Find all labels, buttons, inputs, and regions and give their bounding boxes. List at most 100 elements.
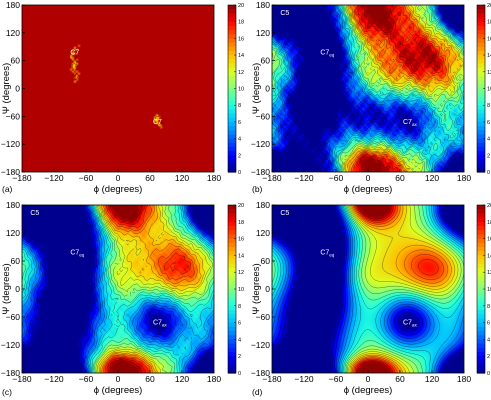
y-tick-label: 60 <box>261 256 271 266</box>
y-tick-label: 120 <box>6 228 20 238</box>
colorbar-segment <box>228 209 236 214</box>
heatmap-image <box>22 205 214 373</box>
colorbar-segment <box>228 67 236 73</box>
colorbar-segment <box>228 71 236 77</box>
colorbar-segment <box>228 368 236 374</box>
colorbar-segment <box>477 221 485 227</box>
y-tick-label: 180 <box>256 0 270 10</box>
colorbar-tick-label: 20 <box>238 3 244 9</box>
x-tick-label: 180 <box>207 173 221 183</box>
colorbar-segment <box>477 268 485 273</box>
conformer-annotation: C7ax <box>403 320 417 328</box>
colorbar-segment <box>477 146 485 152</box>
colorbar-segment <box>477 364 485 370</box>
y-tick-label: −180 <box>251 167 270 177</box>
colorbar-segment <box>228 364 236 370</box>
colorbar-segment <box>477 159 485 165</box>
colorbar-segment <box>477 347 485 353</box>
x-tick-label: 180 <box>457 374 471 384</box>
colorbar-segment <box>477 301 485 307</box>
annotation-subscript: eq <box>329 52 335 57</box>
colorbar-segment <box>477 42 485 48</box>
x-tick-label: 60 <box>395 374 405 384</box>
colorbar-segment <box>228 80 236 85</box>
annotation-subscript: eq <box>329 253 335 258</box>
colorbar-tick-label: 0 <box>487 371 490 377</box>
colorbar-segment <box>228 276 236 282</box>
x-tick-label: −60 <box>79 173 94 183</box>
colorbar-tick-label: 6 <box>487 321 490 327</box>
colorbar-tick-label: 12 <box>487 270 491 276</box>
colorbar-tick-label: 8 <box>238 103 241 109</box>
colorbar-segment <box>477 259 485 265</box>
x-tick-label: −120 <box>44 173 63 183</box>
colorbar-segment <box>228 130 236 136</box>
y-tick-label: −60 <box>6 312 21 322</box>
heatmap-image <box>272 5 464 172</box>
colorbar-tick-label: 2 <box>238 354 241 360</box>
panel-label: (c) <box>2 387 12 397</box>
colorbar-segment <box>228 268 236 273</box>
colorbar-segment <box>228 46 236 52</box>
colorbar-segment <box>228 92 236 98</box>
colorbar-segment <box>228 159 236 165</box>
colorbar-segment <box>228 356 236 361</box>
y-axis-label: Ψ (degrees) <box>251 263 262 314</box>
colorbar-segment <box>477 209 485 214</box>
annotation-text: C7 <box>153 119 162 126</box>
colorbar-segment <box>228 50 236 56</box>
colorbar-segment <box>477 297 485 303</box>
colorbar-segment <box>477 167 485 173</box>
colorbar-segment <box>228 146 236 152</box>
colorbar-segment <box>477 67 485 73</box>
y-tick-label: −180 <box>1 368 20 378</box>
colorbar-tick-label: 14 <box>487 253 491 259</box>
x-tick-label: 60 <box>395 173 405 183</box>
colorbar-segment <box>477 318 485 324</box>
colorbar-segment <box>477 293 485 298</box>
colorbar-segment <box>228 305 236 311</box>
colorbar-segment <box>477 126 485 131</box>
colorbar-tick-label: 0 <box>238 371 241 377</box>
x-tick-label: −60 <box>329 173 344 183</box>
panel-label: (a) <box>2 184 13 194</box>
colorbar-segment <box>477 50 485 56</box>
y-tick-label: −120 <box>1 139 20 149</box>
colorbar-segment <box>477 356 485 361</box>
panel-label: (d) <box>252 387 263 397</box>
colorbar-segment <box>477 121 485 127</box>
colorbar-segment <box>477 30 485 35</box>
colorbar-segment <box>477 263 485 269</box>
colorbar-segment <box>477 360 485 366</box>
annotation-text: C7 <box>320 49 329 56</box>
heatmap-image <box>272 205 464 373</box>
annotation-subscript: ax <box>412 323 418 328</box>
colorbar-tick-label: 12 <box>238 70 244 76</box>
colorbar-segment <box>228 242 236 248</box>
colorbar-tick-label: 8 <box>487 103 490 109</box>
x-tick-label: 120 <box>175 374 189 384</box>
annotation-text: C5 <box>280 210 289 217</box>
y-tick-label: 0 <box>265 84 270 94</box>
colorbar-segment <box>477 331 485 336</box>
colorbar-segment <box>228 272 236 277</box>
colorbar-tick-label: 6 <box>238 321 241 327</box>
colorbar-segment <box>477 71 485 77</box>
conformer-annotation: C5 <box>280 210 289 217</box>
y-tick-label: 60 <box>261 56 271 66</box>
colorbar-segment <box>228 251 236 256</box>
colorbar-segment <box>228 297 236 303</box>
y-axis-label: Ψ (degrees) <box>251 63 262 114</box>
colorbar-segment <box>477 326 485 332</box>
panel-label: (b) <box>252 184 263 194</box>
colorbar-segment <box>228 55 236 60</box>
colorbar-segment <box>477 113 485 119</box>
y-tick-label: 120 <box>256 228 270 238</box>
colorbar-tick-label: 16 <box>487 36 491 42</box>
y-axis-label: Ψ (degrees) <box>1 63 12 114</box>
colorbar-segment <box>228 255 236 261</box>
colorbar-tick-label: 12 <box>487 70 491 76</box>
y-axis-label: Ψ (degrees) <box>1 263 12 314</box>
colorbar-segment <box>228 234 236 240</box>
